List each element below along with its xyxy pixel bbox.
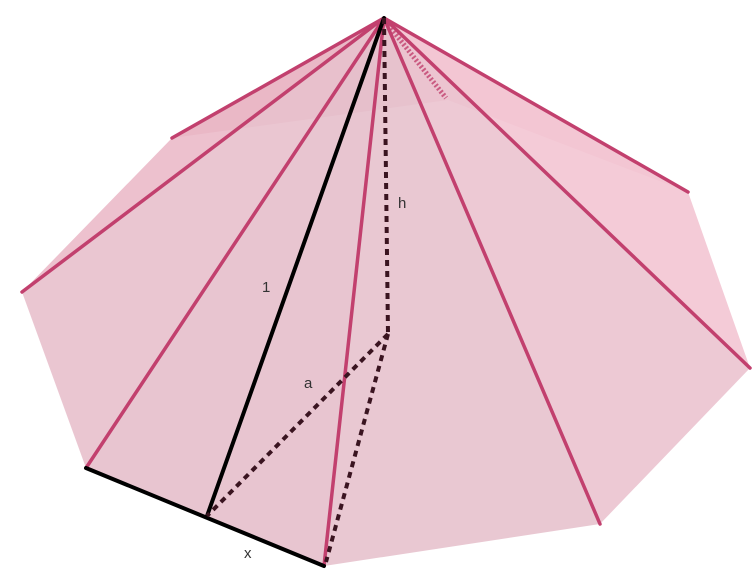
slant-height-line xyxy=(205,16,386,518)
edge-apex-324 xyxy=(322,16,386,568)
hidden-lines xyxy=(205,17,390,563)
face-right xyxy=(384,18,750,524)
edge-apex-688 xyxy=(382,16,690,194)
hidden-back-edge xyxy=(384,20,448,100)
height-line xyxy=(382,17,390,335)
label-height: h xyxy=(398,195,406,212)
base-side-x xyxy=(84,466,326,568)
edge-apex-600 xyxy=(382,16,602,526)
edge-apex-86 xyxy=(84,16,386,470)
face-front-right xyxy=(324,18,600,566)
label-apothem: a xyxy=(304,375,313,392)
label-base-side: x xyxy=(244,545,252,562)
face-left xyxy=(22,18,384,468)
edge-apex-22 xyxy=(20,16,386,294)
face-front-left xyxy=(86,18,384,566)
slant-edges xyxy=(20,16,752,568)
apothem-line xyxy=(205,332,390,518)
edge-apex-750 xyxy=(382,16,752,370)
edge-apex-172 xyxy=(170,16,386,140)
label-slant-edge: 1 xyxy=(262,279,270,296)
